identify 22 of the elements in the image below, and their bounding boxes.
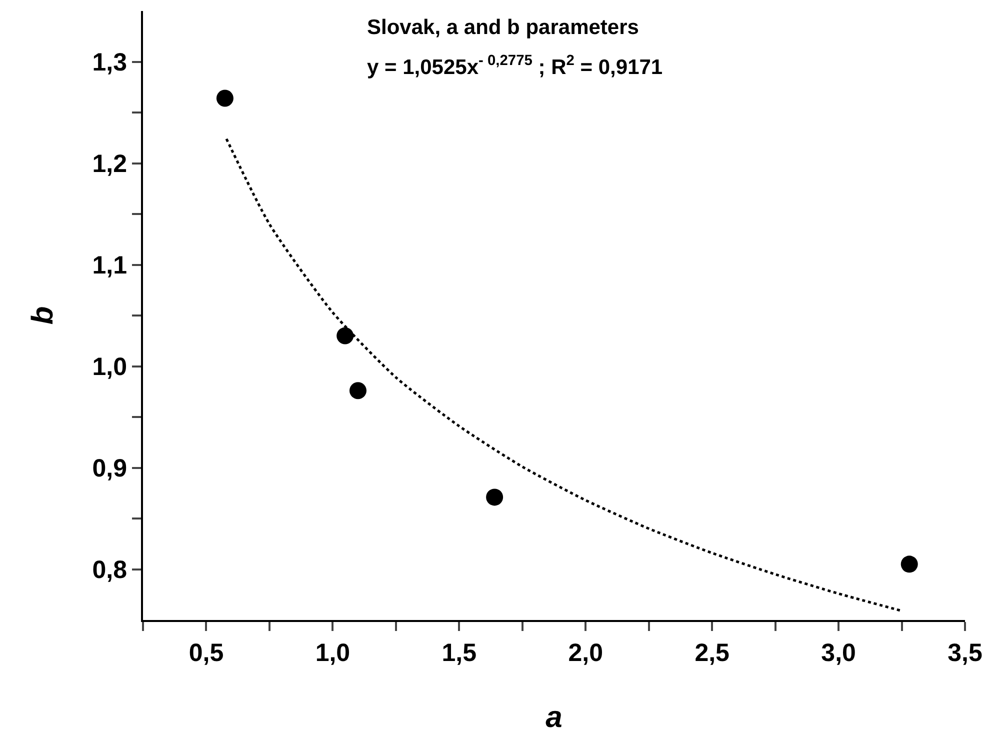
point xyxy=(349,382,366,400)
x-axis-title: a xyxy=(546,701,562,734)
y-tick-label: 1,3 xyxy=(92,48,127,76)
y-tick-label: 0,9 xyxy=(92,454,127,482)
point xyxy=(900,556,918,573)
y-axis-title: b xyxy=(26,306,60,325)
point xyxy=(336,327,354,344)
chart-title: Slovak, a and b parameters xyxy=(367,16,639,39)
x-tick-label: 2,0 xyxy=(568,639,604,667)
x-tick-label: 3,5 xyxy=(948,639,982,667)
point xyxy=(216,90,234,107)
x-tick-label: 1,0 xyxy=(315,639,350,667)
x-tick-label: 2,5 xyxy=(694,639,730,667)
text: y = 1,0525x$^{- 0,2775}$ ; R$^{2}$ = 0,9171 xyxy=(367,53,663,79)
y-tick-label: 1,1 xyxy=(92,252,128,280)
x-tick-label: 1,5 xyxy=(442,639,477,667)
y-tick-label: 1,2 xyxy=(92,150,127,178)
y-tick-label: 0,8 xyxy=(92,556,128,584)
point xyxy=(486,488,504,506)
x-tick-label: 0,5 xyxy=(188,639,224,667)
x-tick-label: 3,0 xyxy=(821,639,856,667)
y-tick-label: 1,0 xyxy=(92,353,127,381)
